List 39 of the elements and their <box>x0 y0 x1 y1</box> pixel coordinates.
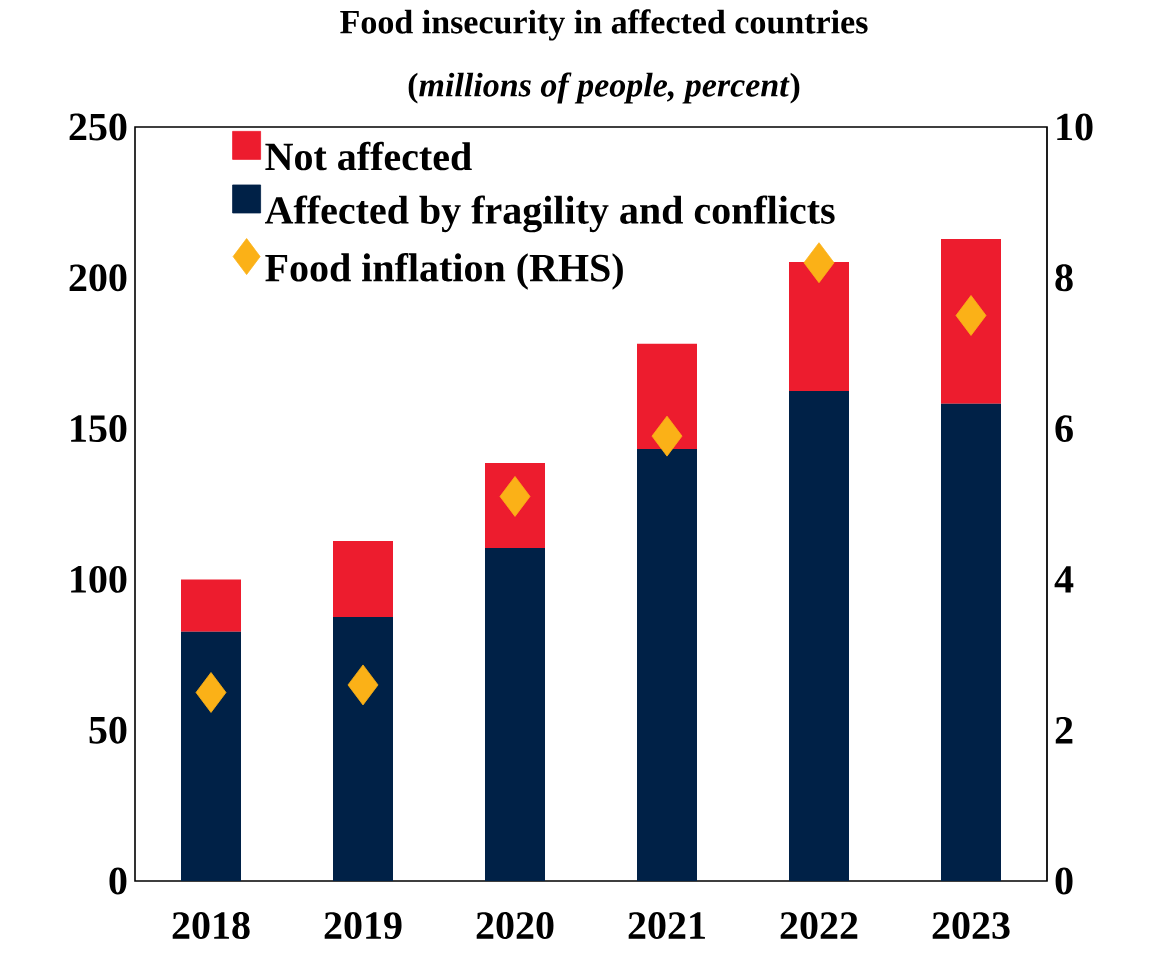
point <box>803 242 835 284</box>
point <box>651 415 683 457</box>
x-tick-label: 2019 <box>324 912 402 940</box>
y-tick-label: 150 <box>71 415 127 443</box>
bar <box>637 343 697 450</box>
bar <box>333 541 393 618</box>
y2-tick-label: 8 <box>1055 264 1073 292</box>
y2-tick-label: 0 <box>1055 867 1073 895</box>
point <box>955 295 987 336</box>
x-tick-label: 2022 <box>780 912 858 940</box>
y-tick-label: 50 <box>89 716 127 744</box>
legend-label: Food inflation (RHS) <box>265 252 623 290</box>
x-tick-label: 2020 <box>476 912 554 940</box>
bar <box>941 238 1001 404</box>
y-tick-label: 100 <box>71 565 127 593</box>
x-tick-label: 2023 <box>932 912 1010 940</box>
bar <box>637 449 697 881</box>
bar <box>181 579 241 632</box>
legend-label: Affected by fragility and conflicts <box>264 195 835 233</box>
y2-tick-label: 6 <box>1055 415 1073 443</box>
y2-tick-label: 2 <box>1055 716 1073 744</box>
chart-subtitle: (millions of people, percent) <box>408 72 800 104</box>
x-tick-label: 2021 <box>628 912 705 940</box>
chart-title: Food insecurity in affected countries <box>340 9 868 41</box>
bar <box>485 548 545 881</box>
legend-label: Not affected <box>265 141 472 171</box>
bar <box>181 631 241 881</box>
bar <box>789 390 849 881</box>
bar <box>941 403 1001 881</box>
y-tick-label: 200 <box>69 264 127 292</box>
y2-tick-label: 10 <box>1057 113 1093 141</box>
bar <box>333 617 393 881</box>
point <box>195 672 227 713</box>
point <box>347 664 379 706</box>
bar <box>789 262 849 391</box>
y2-tick-label: 4 <box>1054 566 1074 593</box>
y-tick-label: 0 <box>109 867 127 895</box>
y-tick-label: 250 <box>69 113 127 141</box>
x-tick-label: 2018 <box>172 912 250 940</box>
